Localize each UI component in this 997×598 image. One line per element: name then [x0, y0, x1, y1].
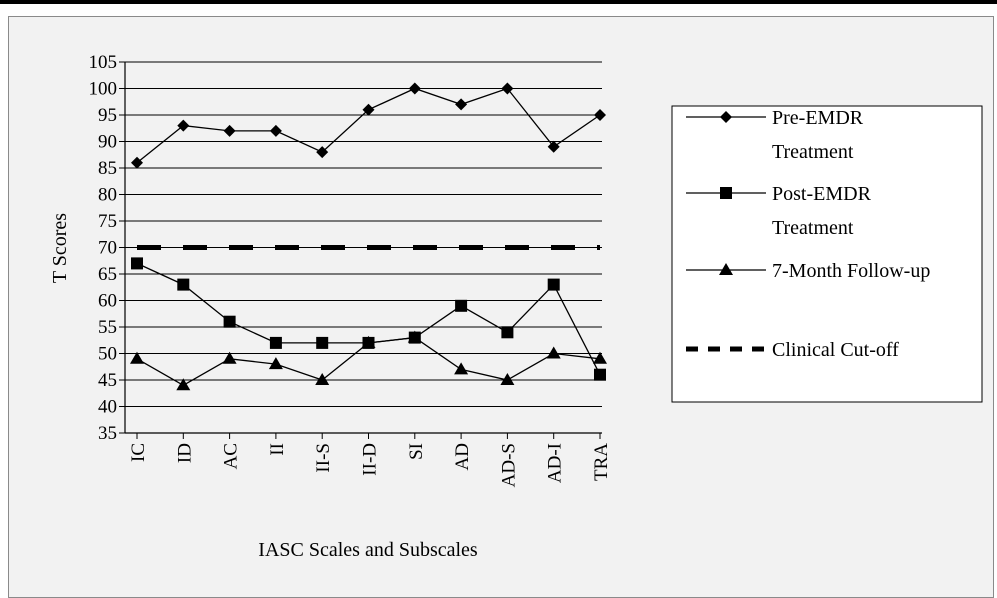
data-point	[177, 278, 190, 291]
data-point	[316, 336, 329, 349]
data-point	[547, 278, 560, 291]
y-tick-label: 95	[98, 105, 117, 126]
legend-label: Post-EMDR	[772, 183, 872, 205]
data-point	[361, 335, 376, 348]
legend-box	[671, 105, 983, 403]
series-line	[136, 262, 601, 375]
series-0	[131, 82, 606, 169]
data-point	[455, 98, 468, 111]
legend-label: Clinical Cut-off	[772, 339, 899, 361]
x-tick-label: AD	[452, 443, 473, 470]
y-tick-label: 65	[98, 264, 117, 285]
x-tick-label: II	[267, 443, 288, 456]
data-point	[131, 257, 143, 270]
data-point	[454, 362, 469, 375]
data-point	[594, 109, 606, 121]
y-tick-label: 90	[98, 132, 117, 153]
legend-entry: 7-Month Follow-up	[686, 260, 930, 282]
legend-entry: Pre-EMDR Treatment	[686, 107, 864, 163]
legend-entry: Clinical Cut-off	[686, 339, 899, 361]
x-tick-label: TRA	[591, 443, 612, 481]
y-tick-label: 100	[89, 79, 118, 100]
legend-label: Treatment	[772, 217, 854, 239]
series-2	[130, 330, 607, 391]
data-point	[316, 146, 329, 159]
series-line	[136, 87, 601, 164]
data-point	[222, 351, 237, 364]
y-axis-ticks: 35 40 45 50 55 60 65 70 75 80 85 90 95 100 105	[89, 52, 125, 444]
legend-label: 7-Month Follow-up	[772, 260, 930, 282]
data-point	[408, 82, 421, 95]
series-1	[131, 257, 606, 381]
y-tick-label: 70	[98, 238, 117, 259]
data-point	[131, 156, 143, 169]
y-tick-label: 40	[98, 397, 117, 418]
x-tick-label: AC	[221, 443, 242, 469]
legend-swatch-marker	[720, 111, 732, 123]
x-tick-label: AD-S	[498, 443, 519, 487]
legend: Pre-EMDR Treatment Post-EMDR Treatment 7-Mon…	[686, 107, 930, 361]
data-point	[269, 336, 282, 349]
legend-label: Pre-EMDR	[772, 107, 864, 129]
data-point	[546, 346, 561, 359]
data-point	[269, 124, 282, 137]
x-axis-title: IASC Scales and Subscales	[258, 539, 478, 561]
data-point	[501, 326, 514, 339]
legend-swatch-marker	[720, 187, 732, 199]
x-tick-label: IC	[128, 443, 149, 462]
x-tick-label: II-D	[360, 443, 381, 476]
top-rule	[0, 0, 997, 4]
data-point	[593, 351, 607, 364]
y-tick-label: 105	[89, 52, 118, 73]
data-point	[547, 140, 560, 153]
y-tick-label: 60	[98, 291, 117, 312]
data-point	[223, 315, 236, 328]
y-tick-label: 45	[98, 370, 117, 391]
series-group	[130, 82, 607, 391]
data-point	[594, 368, 606, 381]
legend-swatch-marker	[719, 263, 733, 275]
data-point	[268, 357, 283, 370]
data-point	[501, 82, 514, 95]
data-point	[407, 330, 422, 343]
legend-label: Treatment	[772, 141, 854, 163]
x-axis-ticks: IC ID AC II II-S II-D SI AD AD-S AD-I TRA	[128, 433, 612, 487]
data-point	[223, 124, 236, 137]
y-tick-label: 75	[98, 211, 117, 232]
data-point	[500, 373, 515, 385]
legend-entry: Post-EMDR Treatment	[686, 183, 872, 239]
x-tick-label: II-S	[313, 443, 334, 473]
data-point	[176, 378, 191, 391]
data-point	[315, 373, 330, 385]
x-tick-label: ID	[174, 443, 195, 463]
y-tick-label: 35	[98, 423, 117, 444]
y-tick-label: 85	[98, 158, 117, 179]
y-tick-label: 50	[98, 344, 117, 365]
data-point	[362, 103, 375, 116]
data-point	[177, 119, 190, 132]
y-tick-label: 55	[98, 317, 117, 338]
data-point	[130, 351, 144, 364]
x-tick-label: SI	[406, 443, 427, 460]
y-tick-label: 80	[98, 185, 117, 206]
y-axis-title: T Scores	[49, 213, 71, 283]
data-point	[455, 299, 468, 312]
x-tick-label: AD-I	[545, 443, 566, 483]
